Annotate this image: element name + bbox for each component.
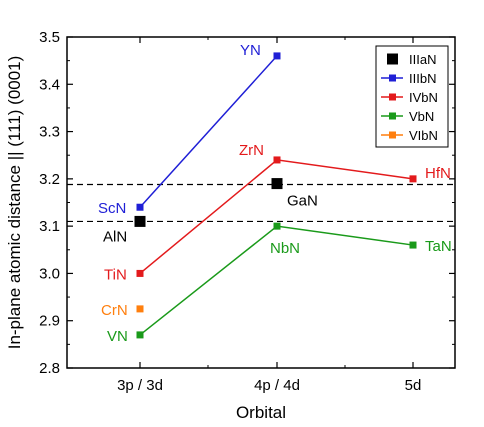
y-tick-label: 2.8 [39,360,60,377]
point-label-scn: ScN [98,200,126,217]
y-tick-label: 2.9 [39,313,60,330]
point-label-vn: VN [107,328,128,345]
legend-marker [389,93,396,101]
legend-marker [389,112,396,120]
legend-label: VbN [409,109,434,124]
x-tick-label: 5d [405,377,422,394]
point-crn [136,305,144,313]
point-label-crn: CrN [101,302,128,319]
x-axis-title: Orbital [236,403,286,422]
legend: IIIaN IIIbN IVbN VbN VIbN [375,45,449,148]
legend-label: IIIbN [409,71,436,86]
y-tick-label: 3.3 [39,124,60,141]
y-tick-label: 3.4 [39,76,60,93]
series-line-iiibn [139,55,278,208]
point-label-zrn: ZrN [239,142,264,159]
point-label-gan: GaN [287,193,318,210]
axes: 2.8 2.9 3.0 3.1 3.2 3.3 3.4 3.5 3p / 3d 4p / 4d 5d [39,29,455,394]
legend-item-ivbn: IVbN [381,90,438,105]
point-scn [136,203,144,211]
y-tick-label: 3.2 [39,171,60,188]
y-tick-label: 3.1 [39,218,60,235]
y-tick-label: 3.5 [39,29,60,46]
point-gan [271,178,283,190]
point-label-hfn: HfN [425,165,451,182]
legend-label: VIbN [409,128,438,143]
point-label-tan: TaN [425,238,452,255]
point-aln [134,215,146,227]
y-tick-label: 3.0 [39,265,60,282]
point-nbn [273,222,281,230]
point-label-aln: AlN [103,228,127,245]
legend-marker [387,53,398,65]
legend-item-iiibn: IIIbN [381,71,436,86]
legend-marker [389,131,396,139]
point-hfn [409,175,417,183]
y-axis-title: In-plane atomic distance || (111) (0001) [5,56,24,350]
legend-label: IIIaN [409,52,436,67]
point-label-yn: YN [240,42,261,59]
legend-label: IVbN [409,90,438,105]
point-labels: AlN GaN ScN YN TiN ZrN HfN VN NbN TaN CrN [98,42,452,345]
x-tick-label: 3p / 3d [117,377,163,394]
series-layer [134,52,417,339]
legend-marker [389,74,396,82]
point-tin [136,269,144,277]
reference-lines [67,183,455,223]
point-vn [136,331,144,339]
x-tick-label: 4p / 4d [254,377,300,394]
point-tan [409,241,417,249]
point-label-nbn: NbN [270,240,300,257]
legend-item-vbn: VbN [381,109,434,124]
point-label-tin: TiN [104,266,127,283]
legend-item-vibn: VIbN [381,128,438,143]
point-yn [273,52,281,60]
legend-item-iiian: IIIaN [387,52,436,67]
point-zrn [273,156,281,164]
